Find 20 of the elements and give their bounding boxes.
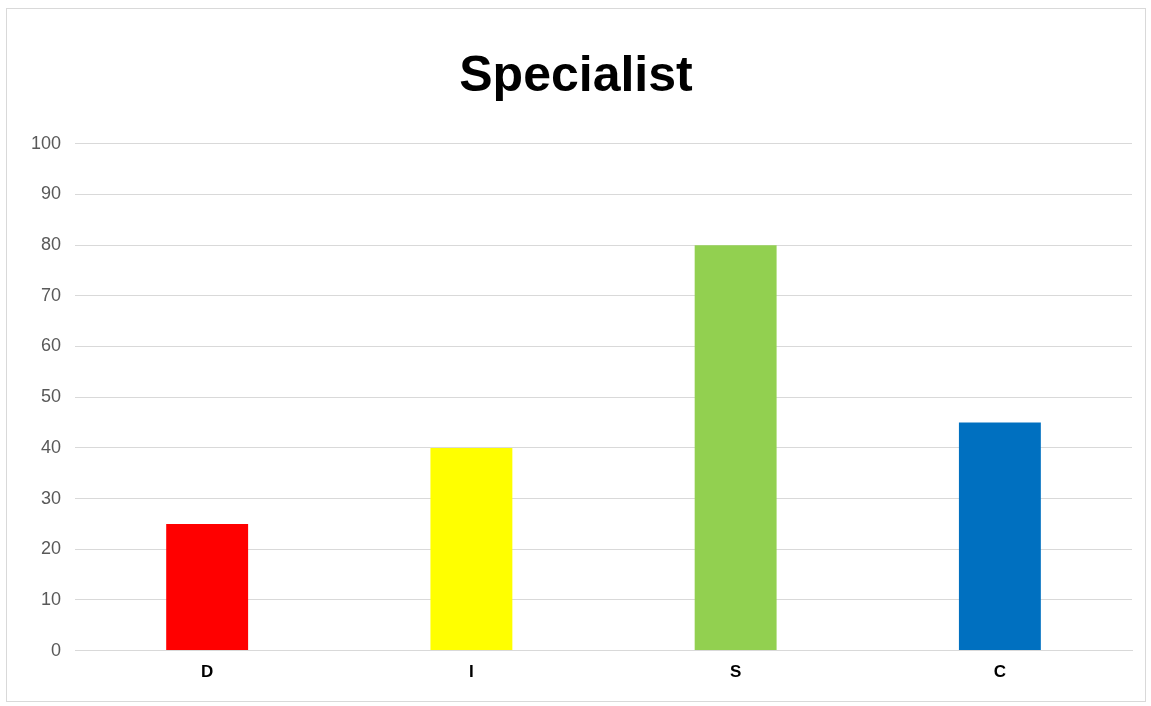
y-tick-label: 0 (51, 639, 62, 660)
bar (958, 422, 1041, 651)
y-tick-label: 80 (41, 234, 62, 255)
y-tick-label: 20 (41, 538, 62, 559)
x-tick-label: C (993, 662, 1007, 682)
y-tick-label: 100 (30, 132, 62, 153)
x-tick-label: D (201, 662, 214, 682)
y-tick-label: 60 (41, 335, 62, 356)
y-tick-label: 90 (41, 183, 62, 204)
y-tick-label: 30 (41, 487, 62, 508)
bar (430, 447, 513, 651)
x-tick-label: I (469, 662, 474, 682)
bar (694, 245, 777, 651)
y-tick-label: 10 (41, 588, 62, 609)
bar (166, 523, 249, 651)
x-tick-label: S (729, 662, 742, 682)
y-tick-label: 40 (41, 436, 62, 457)
y-tick-label: 50 (41, 386, 62, 407)
y-tick-label: 70 (41, 284, 62, 305)
chart-title: Specialist (458, 45, 694, 103)
